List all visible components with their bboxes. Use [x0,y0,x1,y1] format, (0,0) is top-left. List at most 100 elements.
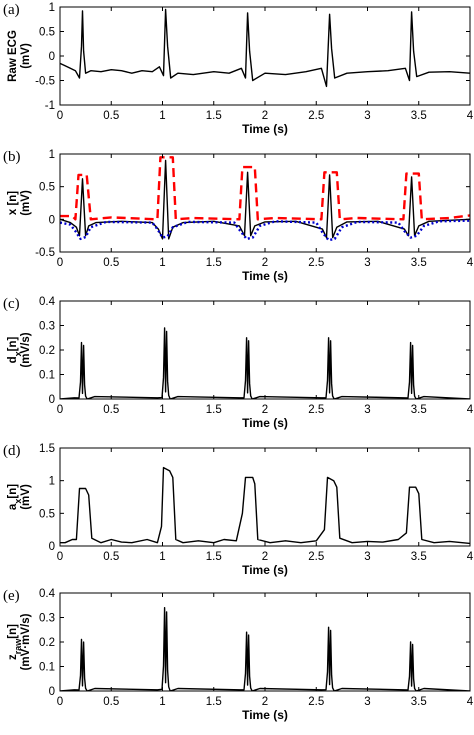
y-tick-label: 1 [49,476,55,488]
y-axis-label: dx[n] [7,336,23,363]
y-tick-label: 0.5 [39,27,55,39]
y-axis-label: (mV·mV/s) [20,613,32,670]
y-tick-label: 0.1 [39,370,55,382]
y-axis-label: (mV/s) [20,332,32,367]
x-tick-label: 1.5 [206,110,222,122]
x-tick-label: 4 [467,551,474,563]
y-tick-label: 0 [49,541,55,553]
x-tick-label: 3.5 [411,257,427,269]
x-tick-label: 1 [159,110,165,122]
y-tick-label: 0.3 [39,613,55,625]
x-tick-label: 3.5 [411,551,427,563]
series-line-2 [60,156,470,221]
panel-label: (e) [3,588,20,604]
x-tick-label: 4 [467,404,474,416]
x-tick-label: 0.5 [103,110,119,122]
y-tick-label: 1 [49,149,55,161]
x-tick-label: 2 [262,257,268,269]
x-tick-label: 2 [262,696,268,708]
y-tick-label: 0 [49,51,55,63]
panel-label: (c) [3,296,20,312]
y-tick-label: 0.3 [39,321,55,333]
x-tick-label: 3.5 [411,110,427,122]
panel-label: (d) [3,443,21,459]
x-tick-label: 3 [364,551,370,563]
x-tick-label: 2 [262,404,268,416]
x-tick-label: 0.5 [103,257,119,269]
x-tick-label: 3 [364,404,370,416]
x-tick-label: 0 [57,551,63,563]
y-axis-label: Raw ECG [7,30,19,82]
x-tick-label: 2.5 [308,696,324,708]
y-axis-label: (mV) [20,43,32,69]
y-axis-label: (mV) [20,190,32,216]
y-tick-label: 0.1 [39,662,55,674]
x-tick-label: 2.5 [308,257,324,269]
y-tick-label: 1.5 [39,443,55,455]
series-line-1 [60,466,470,545]
plot-frame [59,592,471,692]
y-tick-label: 0 [49,394,55,406]
y-axis-label: (mV) [20,484,32,510]
y-tick-label: 0.4 [39,588,56,600]
x-tick-label: 1 [159,404,165,416]
y-tick-label: -1 [45,100,55,112]
x-tick-label: 3 [364,257,370,269]
series-line-1 [60,327,470,399]
x-axis-label: Time (s) [242,122,288,136]
x-tick-label: 0 [57,404,63,416]
x-tick-label: 2 [262,110,268,122]
x-tick-label: 1.5 [206,696,222,708]
y-tick-label: 0.2 [39,637,55,649]
chart-panel-5: 0 0.5 1 1.5 2 2.5 3 3.5 4 0 0.1 0.2 0.3 0.4 Time (s) zr… [3,588,474,722]
x-tick-label: 0.5 [103,404,119,416]
y-tick-label: 0.5 [39,182,55,194]
x-tick-label: 0 [57,257,63,269]
x-tick-label: 1.5 [206,551,222,563]
plot-frame [59,300,471,400]
x-tick-label: 0.5 [103,696,119,708]
panel-label: (b) [3,149,21,165]
panel-label: (a) [3,2,20,18]
y-tick-label: 1 [49,2,55,14]
x-tick-label: 2 [262,551,268,563]
x-tick-label: 0 [57,110,63,122]
chart-panel-1: 0 0.5 1 1.5 2 2.5 3 3.5 4 -1 -0.5 0 0.5 1 Time (s) Raw … [3,2,474,136]
y-tick-label: -0.5 [35,76,55,88]
y-axis-label: x [n] [7,191,19,215]
x-axis-label: Time (s) [242,416,288,430]
x-tick-label: 3.5 [411,404,427,416]
x-tick-label: 3.5 [411,696,427,708]
x-tick-label: 0 [57,696,63,708]
y-tick-label: 0 [49,214,55,226]
series-line-1 [60,8,470,88]
x-tick-label: 1.5 [206,257,222,269]
y-tick-label: 0.5 [39,508,55,520]
plot-frame [59,6,471,106]
y-tick-label: -0.5 [35,247,55,259]
x-tick-label: 4 [467,257,474,269]
x-tick-label: 3 [364,110,370,122]
x-tick-label: 0.5 [103,551,119,563]
x-tick-label: 1 [159,257,165,269]
x-tick-label: 4 [467,696,474,708]
series-line-3 [60,219,470,242]
x-axis-label: Time (s) [242,563,288,577]
y-axis-label: zraw[n] [7,624,23,660]
plot-frame [59,153,471,253]
x-tick-label: 4 [467,110,474,122]
x-tick-label: 2.5 [308,110,324,122]
x-tick-label: 1 [159,551,165,563]
x-axis-label: Time (s) [242,708,288,722]
chart-panel-4: 0 0.5 1 1.5 2 2.5 3 3.5 4 0 0.5 1 1.5 Time (s) ax[n] (m… [3,443,474,577]
x-axis-label: Time (s) [242,269,288,283]
series-line-1 [60,607,470,691]
y-axis-label: ax[n] [7,484,23,510]
y-tick-label: 0.4 [39,296,56,308]
x-tick-label: 2.5 [308,551,324,563]
x-tick-label: 3 [364,696,370,708]
series-line-1 [60,159,470,240]
x-tick-label: 1.5 [206,404,222,416]
